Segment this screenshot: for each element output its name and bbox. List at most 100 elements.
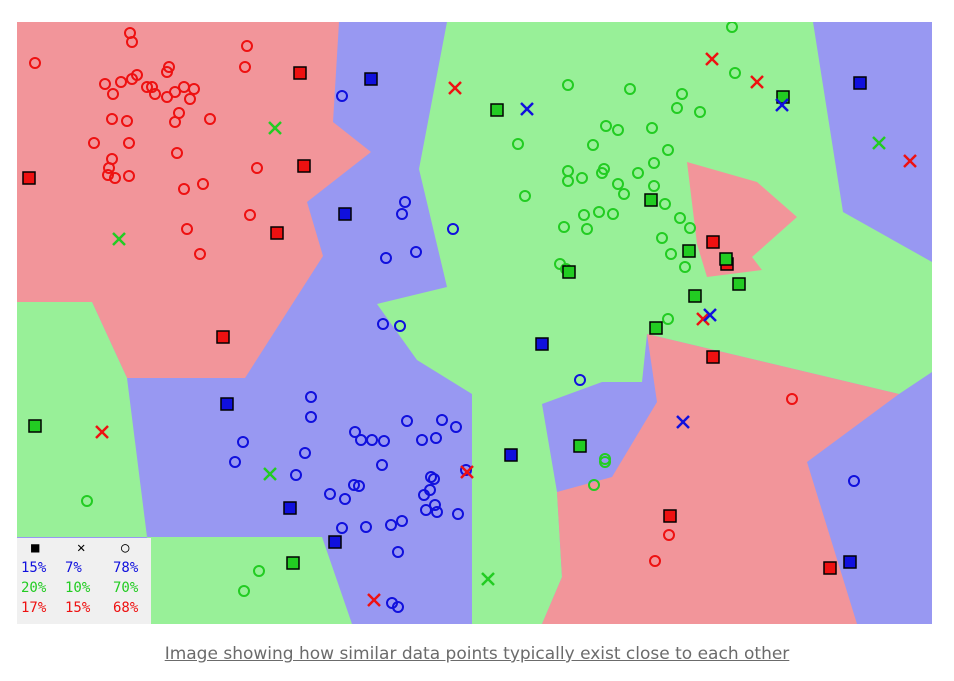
legend-table: ■ ✕ ○ 15% 7% 78% 20% 10% 70% 17% 15% 68% bbox=[17, 538, 151, 624]
point-green-circle bbox=[599, 456, 611, 468]
point-green-circle bbox=[671, 102, 683, 114]
point-red-square bbox=[216, 330, 230, 344]
point-green-circle bbox=[656, 232, 668, 244]
point-green-circle bbox=[607, 208, 619, 220]
point-blue-circle bbox=[324, 488, 336, 500]
point-blue-circle bbox=[237, 436, 249, 448]
point-blue-circle bbox=[410, 246, 422, 258]
point-red-square bbox=[663, 509, 677, 523]
point-red-circle bbox=[178, 183, 190, 195]
point-green-square bbox=[286, 556, 300, 570]
point-red-square bbox=[270, 226, 284, 240]
point-red-circle bbox=[107, 88, 119, 100]
point-red-x bbox=[95, 425, 109, 439]
point-green-x bbox=[268, 121, 282, 135]
point-blue-circle bbox=[848, 475, 860, 487]
point-green-circle bbox=[512, 138, 524, 150]
point-red-square bbox=[706, 350, 720, 364]
point-blue-circle bbox=[401, 415, 413, 427]
point-red-circle bbox=[126, 36, 138, 48]
point-blue-circle bbox=[385, 519, 397, 531]
point-blue-circle bbox=[394, 320, 406, 332]
legend-marker-x: ✕ bbox=[77, 540, 85, 556]
point-green-circle bbox=[588, 479, 600, 491]
point-green-circle bbox=[612, 124, 624, 136]
point-blue-circle bbox=[376, 459, 388, 471]
point-green-circle bbox=[662, 144, 674, 156]
point-green-x bbox=[263, 467, 277, 481]
point-green-square bbox=[28, 419, 42, 433]
point-green-square bbox=[719, 252, 733, 266]
point-red-circle bbox=[786, 393, 798, 405]
point-green-circle bbox=[694, 106, 706, 118]
legend-red-value: 15% bbox=[65, 600, 91, 616]
point-red-x bbox=[750, 75, 764, 89]
point-blue-square bbox=[283, 501, 297, 515]
point-blue-circle bbox=[396, 208, 408, 220]
point-green-x bbox=[872, 136, 886, 150]
point-red-circle bbox=[184, 93, 196, 105]
decision-region-green bbox=[147, 537, 352, 624]
point-blue-circle bbox=[430, 432, 442, 444]
point-red-x bbox=[903, 154, 917, 168]
point-green-circle bbox=[581, 223, 593, 235]
point-green-square bbox=[688, 289, 702, 303]
point-blue-circle bbox=[299, 447, 311, 459]
point-green-circle bbox=[659, 198, 671, 210]
point-blue-circle bbox=[377, 318, 389, 330]
legend-marker-square: ■ bbox=[31, 540, 40, 556]
point-red-circle bbox=[99, 78, 111, 90]
point-red-circle bbox=[115, 76, 127, 88]
point-blue-x bbox=[676, 415, 690, 429]
point-blue-circle bbox=[229, 456, 241, 468]
legend-marker-circle: ○ bbox=[121, 540, 130, 556]
point-red-circle bbox=[123, 137, 135, 149]
point-green-circle bbox=[562, 175, 574, 187]
point-green-circle bbox=[596, 167, 608, 179]
point-blue-circle bbox=[431, 506, 443, 518]
point-red-circle bbox=[181, 223, 193, 235]
point-red-square bbox=[706, 235, 720, 249]
point-red-circle bbox=[169, 86, 181, 98]
point-red-circle bbox=[239, 61, 251, 73]
legend-background bbox=[17, 538, 151, 624]
point-red-circle bbox=[146, 81, 158, 93]
decision-region-red bbox=[17, 22, 371, 378]
point-green-circle bbox=[81, 495, 93, 507]
point-green-circle bbox=[726, 22, 738, 33]
point-blue-circle bbox=[336, 522, 348, 534]
point-blue-circle bbox=[392, 601, 404, 613]
legend-red-value: 17% bbox=[21, 600, 47, 616]
point-red-square bbox=[297, 159, 311, 173]
decision-regions bbox=[17, 22, 932, 624]
point-red-circle bbox=[204, 113, 216, 125]
point-green-circle bbox=[632, 167, 644, 179]
point-red-square bbox=[823, 561, 837, 575]
point-green-circle bbox=[253, 565, 265, 577]
point-red-circle bbox=[188, 83, 200, 95]
point-red-circle bbox=[197, 178, 209, 190]
point-red-circle bbox=[241, 40, 253, 52]
point-green-circle bbox=[593, 206, 605, 218]
point-red-x bbox=[696, 312, 710, 326]
point-red-circle bbox=[194, 248, 206, 260]
point-green-circle bbox=[238, 585, 250, 597]
image-caption[interactable]: Image showing how similar data points ty… bbox=[164, 644, 790, 664]
point-blue-square bbox=[328, 535, 342, 549]
point-blue-circle bbox=[366, 434, 378, 446]
point-green-circle bbox=[684, 222, 696, 234]
point-green-circle bbox=[612, 178, 624, 190]
point-blue-circle bbox=[290, 469, 302, 481]
point-blue-square bbox=[843, 555, 857, 569]
point-blue-circle bbox=[360, 521, 372, 533]
decision-region-green bbox=[17, 302, 147, 537]
point-red-circle bbox=[123, 170, 135, 182]
point-blue-x bbox=[520, 102, 534, 116]
point-red-square bbox=[293, 66, 307, 80]
point-red-circle bbox=[103, 162, 115, 174]
point-green-square bbox=[562, 265, 576, 279]
point-green-circle bbox=[624, 83, 636, 95]
point-blue-circle bbox=[452, 508, 464, 520]
knn-plot-svg: ■ ✕ ○ 15% 7% 78% 20% 10% 70% 17% 15% 68% bbox=[17, 22, 932, 624]
point-blue-circle bbox=[378, 435, 390, 447]
